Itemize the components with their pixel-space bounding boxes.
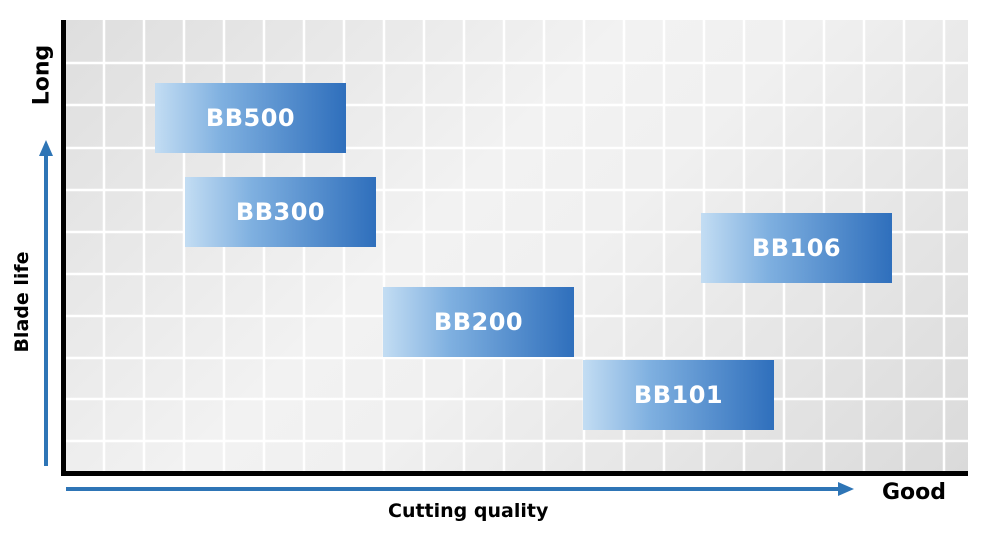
y-axis-title: Blade life: [11, 251, 33, 353]
product-label: BB101: [633, 381, 724, 409]
x-axis-line: [61, 471, 968, 476]
product-label: BB300: [235, 198, 326, 226]
y-axis-arrow-head: [39, 140, 53, 156]
product-label: BB106: [751, 234, 842, 262]
product-box-bb101: BB101: [583, 360, 774, 430]
y-axis-end-label: Long: [29, 44, 55, 106]
x-axis-end-label: Good: [882, 480, 947, 505]
product-label: BB500: [205, 104, 296, 132]
x-axis-arrow-head: [838, 482, 854, 496]
product-box-bb300: BB300: [185, 177, 376, 247]
product-label: BB200: [433, 308, 524, 336]
y-axis-line: [61, 20, 66, 476]
product-box-bb200: BB200: [383, 287, 574, 357]
product-box-bb500: BB500: [155, 83, 346, 153]
product-box-bb106: BB106: [701, 213, 892, 283]
x-axis-title: Cutting quality: [388, 500, 549, 522]
